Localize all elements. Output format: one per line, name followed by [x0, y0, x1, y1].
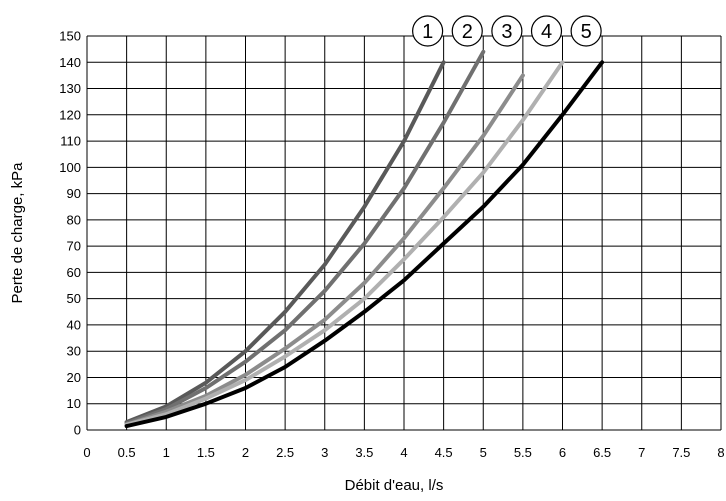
x-tick-label: 0.5	[118, 445, 136, 460]
x-tick-label: 3.5	[355, 445, 373, 460]
y-tick-label: 140	[59, 55, 81, 70]
curve-label-1: 1	[412, 15, 444, 47]
series-line-3	[124, 73, 525, 427]
y-tick-label: 70	[67, 239, 81, 254]
y-tick-label: 120	[59, 107, 81, 122]
y-tick-label: 10	[67, 396, 81, 411]
x-tick-label: 1.5	[197, 445, 215, 460]
curve-label-text: 3	[501, 21, 512, 43]
x-tick-label: 8	[717, 445, 724, 460]
curve-label-text: 2	[462, 21, 473, 43]
y-tick-label: 60	[67, 265, 81, 280]
x-tick-label: 0	[83, 445, 90, 460]
curve-label-text: 1	[422, 21, 433, 43]
curve-labels: 1 2 3 4 5	[412, 15, 602, 47]
y-tick-label: 0	[74, 423, 81, 438]
x-tick-label: 5.5	[514, 445, 532, 460]
y-tick-label: 90	[67, 186, 81, 201]
y-axis-label: Perte de charge, kPa	[9, 162, 26, 304]
curve-label-circle	[491, 15, 523, 47]
grid	[86, 35, 722, 431]
series-line-1	[124, 60, 446, 425]
series-line-4	[124, 60, 565, 427]
x-tick-label: 7.5	[672, 445, 690, 460]
y-tick-label: 50	[67, 291, 81, 306]
x-tick-label: 4.5	[435, 445, 453, 460]
x-tick-label: 2.5	[276, 445, 294, 460]
curve-label-circle	[412, 15, 444, 47]
x-tick-label: 1	[163, 445, 170, 460]
x-tick-label: 2	[242, 445, 249, 460]
series-layer	[124, 49, 605, 429]
curve-label-2: 2	[451, 15, 483, 47]
x-tick-label: 5	[480, 445, 487, 460]
curve-label-5: 5	[570, 15, 602, 47]
y-tick-label: 130	[59, 81, 81, 96]
y-tick-label: 110	[60, 134, 81, 149]
y-tick-label: 30	[67, 344, 81, 359]
curve-label-3: 3	[491, 15, 523, 47]
x-tick-label: 6.5	[593, 445, 611, 460]
y-tick-label: 20	[67, 370, 81, 385]
curve-label-circle	[570, 15, 602, 47]
x-tick-label: 4	[400, 445, 407, 460]
x-tick-label: 3	[321, 445, 328, 460]
x-tick-label: 6	[559, 445, 566, 460]
x-tick-label: 7	[638, 445, 645, 460]
curve-label-circle	[530, 15, 563, 47]
series-line-2	[124, 49, 486, 426]
y-tick-label: 40	[67, 317, 81, 332]
y-tick-label: 80	[67, 212, 81, 227]
curve-label-circle	[451, 15, 483, 47]
y-tick-labels: 0 10 20 30 40 50 60 70 80 90 100 110 120 130 140 150	[59, 29, 81, 438]
y-tick-label: 150	[59, 29, 81, 44]
x-tick-labels: 0 0.5 1 1.5 2 2.5 3 3.5 4 4.5 5 5.5 6 6.5 7 7.5 8	[83, 445, 724, 460]
x-axis-label: Débit d'eau, l/s	[345, 477, 444, 494]
y-tick-label: 100	[59, 160, 81, 175]
series-line-5	[124, 60, 605, 429]
curve-label-text: 4	[541, 21, 552, 43]
curve-label-4: 4	[530, 15, 563, 47]
curve-label-text: 5	[581, 21, 592, 43]
